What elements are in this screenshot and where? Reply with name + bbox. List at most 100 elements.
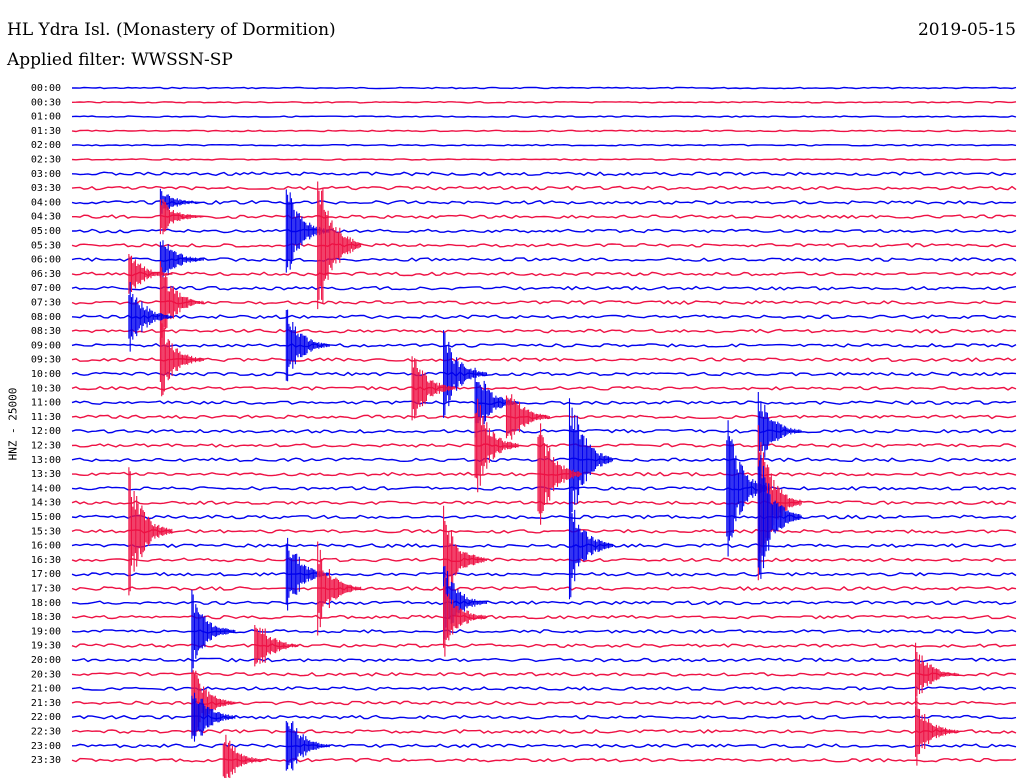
y-tick-label: 15:00	[31, 512, 61, 523]
event-burst	[443, 577, 488, 657]
trace-line	[71, 300, 1017, 305]
trace-line	[71, 100, 1017, 104]
event-burst	[443, 330, 488, 418]
event-burst	[191, 589, 236, 674]
y-tick-label: 19:30	[31, 641, 61, 652]
trace-line	[71, 185, 1017, 191]
y-tick-label: 03:30	[31, 183, 61, 194]
event-burst	[915, 697, 960, 766]
y-tick-label: 20:30	[31, 669, 61, 680]
y-tick-label: 02:30	[31, 155, 61, 166]
trace-line	[71, 757, 1017, 763]
trace-line	[71, 385, 1017, 391]
trace-line	[72, 214, 1017, 220]
y-tick-label: 05:30	[31, 240, 61, 251]
y-tick-label: 11:00	[31, 398, 61, 409]
trace-lines	[71, 86, 1017, 763]
event-burst	[537, 423, 582, 525]
trace-line	[71, 586, 1017, 591]
y-tick-label: 04:30	[31, 212, 61, 223]
y-tick-label: 07:30	[31, 298, 61, 309]
trace-line	[71, 371, 1017, 377]
y-tick-label: 10:00	[31, 369, 61, 380]
y-tick-label: 02:00	[31, 140, 61, 151]
event-burst	[505, 394, 550, 440]
event-burst	[222, 734, 267, 778]
event-burst	[159, 199, 204, 235]
y-tick-label: 08:30	[31, 326, 61, 337]
event-burst	[285, 721, 330, 771]
trace-line	[71, 557, 1017, 563]
y-tick-label: 16:00	[31, 541, 61, 552]
trace-line	[71, 143, 1017, 147]
event-burst	[474, 398, 519, 493]
event-burst	[317, 181, 362, 310]
trace-line	[71, 342, 1017, 348]
trace-line	[71, 257, 1017, 262]
y-tick-label: 21:00	[31, 684, 61, 695]
y-tick-label: 23:00	[31, 741, 61, 752]
trace-line	[71, 400, 1017, 405]
event-burst	[285, 309, 330, 382]
trace-line	[72, 228, 1017, 234]
y-tick-label: 06:00	[31, 255, 61, 266]
y-tick-label: 17:30	[31, 584, 61, 595]
event-burst	[159, 240, 204, 279]
y-tick-label: 16:30	[31, 555, 61, 566]
trace-line	[71, 614, 1017, 620]
trace-line	[71, 743, 1017, 749]
y-tick-label: 18:00	[31, 598, 61, 609]
event-burst	[568, 491, 613, 600]
event-burst	[128, 282, 173, 352]
y-tick-label: 08:00	[31, 312, 61, 323]
y-tick-label: 10:30	[31, 383, 61, 394]
trace-line	[71, 571, 1017, 577]
y-tick-label: 03:00	[31, 169, 61, 180]
event-burst	[159, 261, 204, 344]
trace-line	[71, 428, 1017, 434]
y-tick-label: 18:30	[31, 612, 61, 623]
event-burst	[317, 541, 362, 636]
y-tick-labels: 00:00 00:30 01:00 01:30 02:00 02:30 03:00 03:30…	[31, 83, 61, 766]
event-burst	[568, 398, 613, 522]
event-burst	[411, 356, 456, 421]
trace-line	[71, 158, 1017, 161]
y-tick-label: 00:00	[31, 83, 61, 94]
trace-line	[71, 328, 1017, 334]
event-burst	[443, 505, 488, 615]
y-tick-label: 22:30	[31, 727, 61, 738]
trace-line	[71, 285, 1017, 291]
y-tick-label: 12:00	[31, 426, 61, 437]
trace-line	[71, 115, 1017, 118]
trace-line	[71, 242, 1017, 248]
trace-line	[71, 271, 1017, 277]
y-tick-label: 11:30	[31, 412, 61, 423]
trace-line	[71, 671, 1017, 677]
event-burst	[159, 323, 204, 397]
trace-line	[71, 171, 1017, 177]
y-tick-label: 20:00	[31, 655, 61, 666]
y-tick-label: 01:30	[31, 126, 61, 137]
y-tick-label: 22:00	[31, 712, 61, 723]
trace-line	[71, 729, 1017, 734]
trace-line	[71, 657, 1017, 663]
event-burst	[757, 455, 802, 579]
trace-line	[71, 643, 1017, 649]
y-tick-label: 07:00	[31, 283, 61, 294]
trace-line	[71, 129, 1016, 133]
y-tick-label: 04:00	[31, 197, 61, 208]
trace-line	[71, 686, 1017, 691]
trace-line	[71, 514, 1017, 520]
event-burst	[128, 467, 173, 596]
y-tick-label: 23:30	[31, 755, 61, 766]
y-tick-label: 06:30	[31, 269, 61, 280]
y-tick-label: 09:30	[31, 355, 61, 366]
trace-line	[71, 314, 1017, 320]
y-tick-label: 14:00	[31, 483, 61, 494]
trace-line	[71, 600, 1017, 606]
y-tick-label: 01:00	[31, 112, 61, 123]
trace-line	[71, 543, 1017, 548]
y-tick-label: 19:00	[31, 626, 61, 637]
y-tick-label: 14:30	[31, 498, 61, 509]
